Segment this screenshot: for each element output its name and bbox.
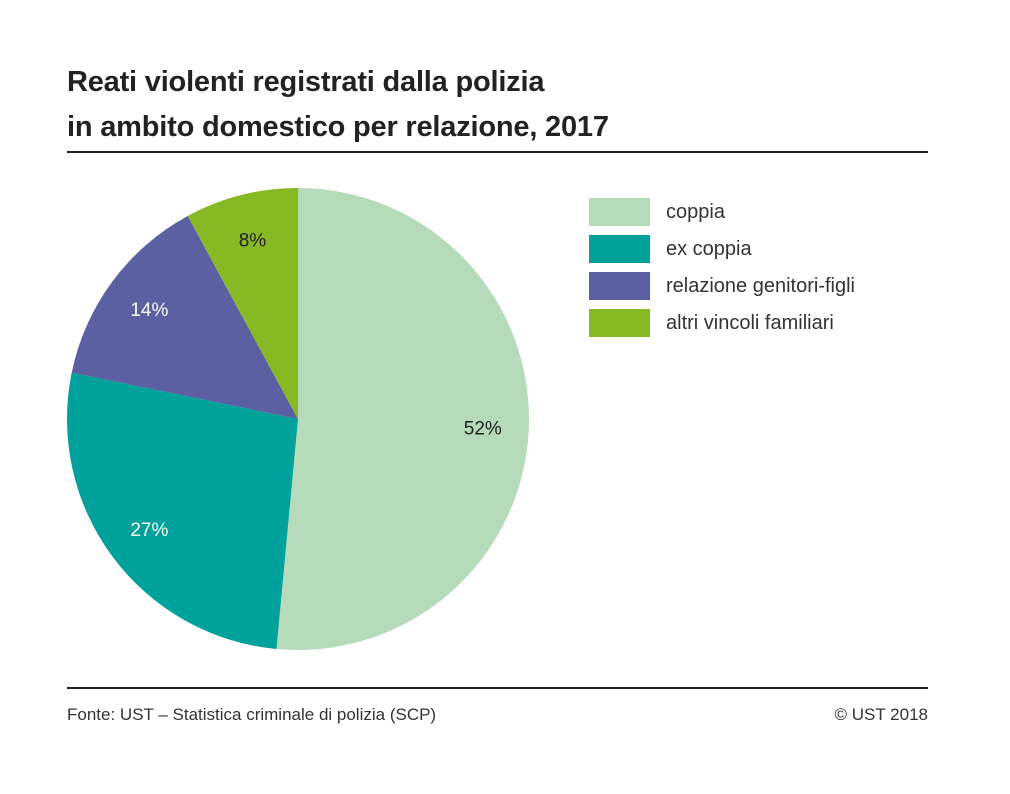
legend-item: coppia bbox=[589, 198, 855, 226]
title-line-1: Reati violenti registrati dalla polizia bbox=[67, 66, 545, 98]
pie-slice-0 bbox=[276, 188, 529, 650]
legend: coppia ex coppia relazione genitori-figl… bbox=[589, 198, 855, 346]
legend-label: ex coppia bbox=[666, 237, 752, 260]
chart-title: Reati violenti registrati dalla polizia … bbox=[67, 60, 609, 150]
data-label: 8% bbox=[239, 231, 267, 252]
data-label: 27% bbox=[130, 520, 168, 541]
data-label: 14% bbox=[130, 300, 168, 321]
bottom-rule bbox=[67, 687, 928, 689]
source-note: Fonte: UST – Statistica criminale di pol… bbox=[67, 705, 437, 724]
copyright: © UST 2018 bbox=[834, 705, 928, 724]
legend-swatch bbox=[589, 198, 650, 226]
pie-slice-3 bbox=[187, 188, 298, 419]
legend-swatch bbox=[589, 235, 650, 263]
data-label: 52% bbox=[464, 419, 502, 440]
legend-item: ex coppia bbox=[589, 235, 855, 263]
legend-label: coppia bbox=[666, 200, 725, 223]
legend-swatch bbox=[589, 272, 650, 300]
legend-item: relazione genitori-figli bbox=[589, 272, 855, 300]
legend-label: altri vincoli familiari bbox=[666, 311, 834, 334]
legend-item: altri vincoli familiari bbox=[589, 309, 855, 337]
pie-slice-2 bbox=[71, 216, 298, 419]
pie-slice-1 bbox=[66, 372, 298, 649]
legend-swatch bbox=[589, 309, 650, 337]
top-rule bbox=[67, 151, 928, 153]
legend-label: relazione genitori-figli bbox=[666, 274, 855, 297]
title-line-2: in ambito domestico per relazione, 2017 bbox=[67, 111, 609, 143]
